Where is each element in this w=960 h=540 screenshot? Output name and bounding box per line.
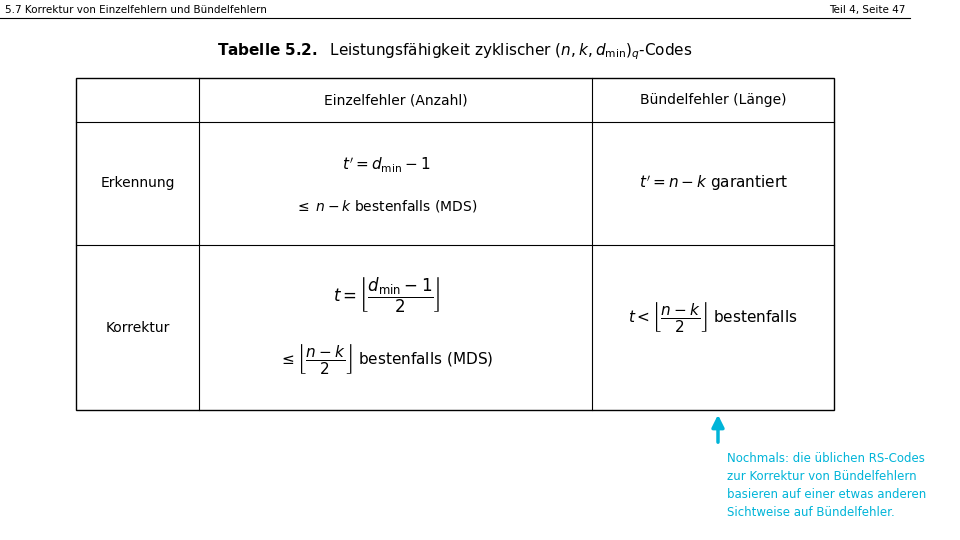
Text: 5.7 Korrektur von Einzelfehlern und Bündelfehlern: 5.7 Korrektur von Einzelfehlern und Bünd… xyxy=(5,5,267,15)
Text: $\bf{Tabelle\ 5.2.}$  Leistungsfähigkeit zyklischer $(n, k, d_{\rm min})_q$-Code: $\bf{Tabelle\ 5.2.}$ Leistungsfähigkeit … xyxy=(217,42,693,62)
Text: Nochmals: die üblichen RS-Codes
zur Korrektur von Bündelfehlern
basieren auf ein: Nochmals: die üblichen RS-Codes zur Korr… xyxy=(728,452,926,519)
Text: $t' = n - k$ garantiert: $t' = n - k$ garantiert xyxy=(638,174,788,193)
Text: Erkennung: Erkennung xyxy=(100,177,175,191)
Text: $t' = d_{\rm min} - 1$: $t' = d_{\rm min} - 1$ xyxy=(342,156,430,175)
Text: $\leq\; n - k$ bestenfalls (MDS): $\leq\; n - k$ bestenfalls (MDS) xyxy=(295,198,477,213)
Text: $t < \left\lfloor \dfrac{n - k}{2} \right\rfloor$ bestenfalls: $t < \left\lfloor \dfrac{n - k}{2} \righ… xyxy=(629,300,798,334)
Text: Teil 4, Seite 47: Teil 4, Seite 47 xyxy=(828,5,905,15)
Text: $t = \left\lfloor \dfrac{d_{\rm min} - 1}{2} \right\rfloor$: $t = \left\lfloor \dfrac{d_{\rm min} - 1… xyxy=(332,276,440,315)
Bar xyxy=(76,78,834,410)
Text: $\leq \left\lfloor \dfrac{n - k}{2} \right\rfloor$ bestenfalls (MDS): $\leq \left\lfloor \dfrac{n - k}{2} \rig… xyxy=(279,342,493,376)
Text: Einzelfehler (Anzahl): Einzelfehler (Anzahl) xyxy=(324,93,468,107)
Text: Bündelfehler (Länge): Bündelfehler (Länge) xyxy=(640,93,786,107)
Text: Korrektur: Korrektur xyxy=(106,321,170,334)
